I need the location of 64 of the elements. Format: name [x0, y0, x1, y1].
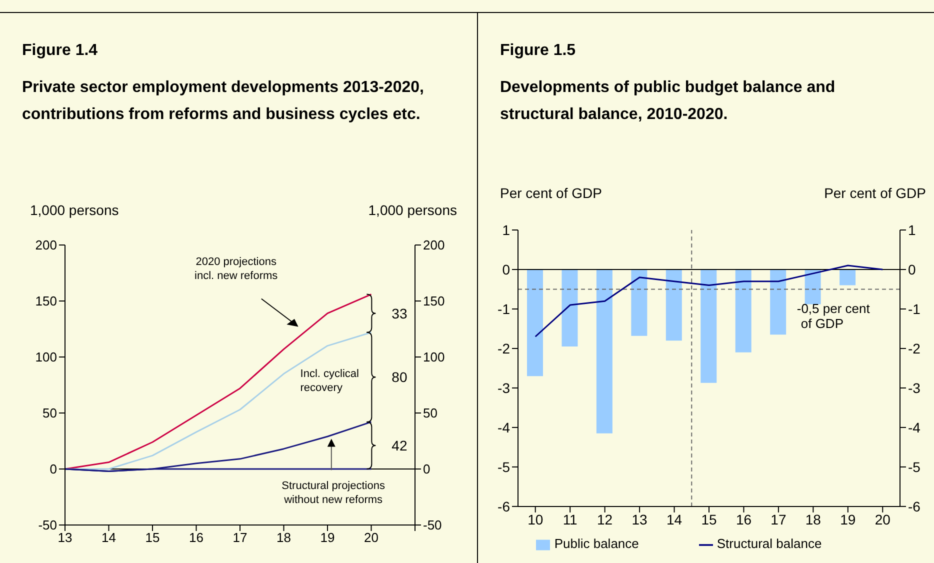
chart-subtitle: Private sector employment developments 2013-2020, contributions from reforms and business cycles etc.	[22, 78, 425, 125]
x-tick-label: 19	[840, 511, 856, 528]
annotation: Incl. cyclical recovery	[300, 368, 359, 394]
annotation: 33	[392, 305, 408, 322]
x-tick-label: 13	[632, 511, 648, 528]
x-tick-label: 17	[770, 511, 786, 528]
y-tick-label: 1	[502, 222, 510, 238]
chart-title: Figure 1.5	[500, 42, 577, 60]
y-tick-label: -50	[38, 518, 57, 533]
y2-tick-label: 1	[908, 222, 916, 238]
y-axis-title: 1,000 persons	[30, 202, 119, 218]
y-tick-label: 150	[35, 294, 57, 309]
y-tick-label: -2	[498, 340, 510, 356]
x-tick-label: 18	[276, 530, 291, 546]
y-tick-label: 50	[42, 406, 57, 421]
x-tick-label: 14	[666, 511, 682, 528]
x-tick-label: 17	[232, 530, 248, 546]
y2-tick-label: -6	[908, 498, 921, 514]
x-tick-label: 16	[736, 511, 752, 528]
ref-line-label: -0,5 per cent of GDP	[796, 301, 870, 332]
y2-axis-title: 1,000 persons	[368, 202, 457, 218]
x-tick-label: 19	[320, 530, 335, 546]
chart-title: Figure 1.4	[22, 42, 99, 60]
y2-tick-label: 100	[423, 350, 445, 365]
x-tick-label: 15	[145, 530, 160, 546]
y-tick-label: 100	[35, 350, 57, 365]
y2-tick-label: 0	[423, 462, 430, 477]
y2-tick-label: -50	[423, 518, 442, 533]
x-tick-label: 20	[364, 530, 378, 546]
x-tick-label: 10	[528, 511, 544, 528]
x-tick-label: 20	[874, 511, 891, 528]
y-tick-label: -4	[498, 419, 510, 436]
y-tick-label: -5	[498, 458, 510, 475]
y-tick-label: -3	[498, 380, 510, 396]
annotation: 2020 projections incl. new reforms	[194, 256, 278, 282]
chart-subtitle: Developments of public budget balance and structural balance, 2010-2020.	[500, 78, 836, 125]
y-tick-label: 200	[35, 238, 57, 253]
x-tick-label: 18	[805, 511, 822, 528]
y2-tick-label: -2	[908, 340, 921, 356]
y2-tick-label: -3	[908, 380, 921, 396]
legend-label: Structural balance	[716, 536, 822, 552]
y-tick-label: 0	[50, 462, 57, 477]
y2-tick-label: 200	[423, 238, 445, 253]
x-tick-label: 11	[562, 511, 578, 528]
x-tick-label: 12	[597, 511, 613, 528]
x-tick-label: 14	[102, 530, 116, 546]
y2-tick-label: -4	[908, 419, 921, 436]
x-tick-label: 15	[701, 511, 717, 528]
annotation: 42	[392, 437, 408, 454]
y2-tick-label: -1	[908, 300, 921, 317]
y-tick-label: -6	[498, 498, 510, 514]
annotation: 80	[392, 369, 408, 386]
y-tick-label: 0	[502, 261, 510, 278]
y2-tick-label: -5	[908, 458, 921, 475]
annotation: Structural projections without new reforms	[282, 480, 386, 506]
x-tick-label: 16	[189, 530, 204, 546]
y-axis-title: Per cent of GDP	[500, 185, 602, 201]
legend-label: Public balance	[554, 536, 639, 552]
y2-axis-title: Per cent of GDP	[824, 185, 926, 201]
y-tick-label: -1	[498, 300, 510, 317]
y2-tick-label: 0	[908, 261, 916, 278]
x-tick-label: 13	[58, 530, 72, 546]
y2-tick-label: 150	[423, 294, 445, 309]
y2-tick-label: 50	[423, 406, 438, 421]
